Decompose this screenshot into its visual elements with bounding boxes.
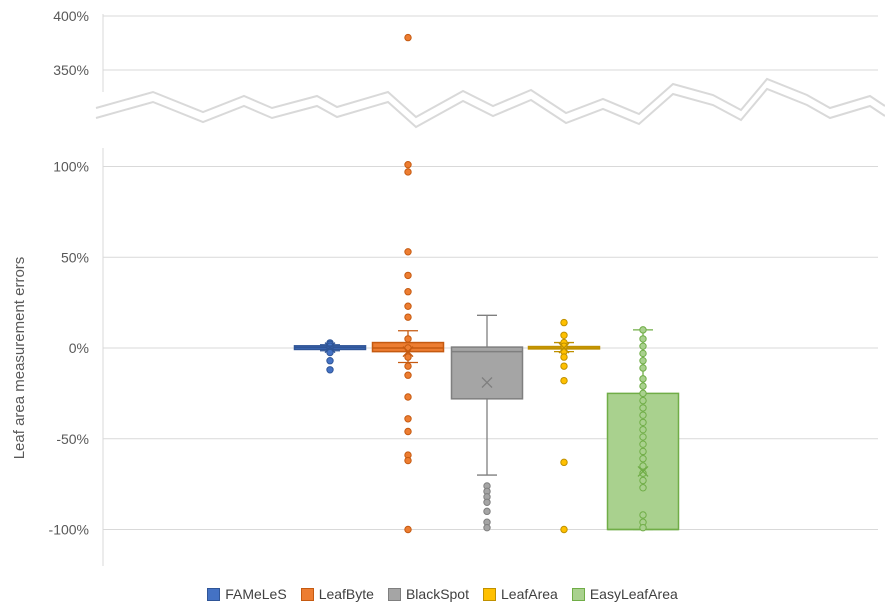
y-tick-label: 100% — [53, 159, 89, 175]
data-point — [483, 507, 491, 516]
data-point — [326, 366, 334, 374]
data-point — [483, 523, 491, 532]
data-point — [404, 525, 412, 534]
data-point — [639, 484, 647, 492]
legend-swatch — [483, 587, 496, 601]
mean-marker — [558, 342, 570, 354]
y-tick-label: 350% — [53, 62, 89, 78]
legend-swatch — [207, 587, 221, 601]
box-leafarea — [527, 318, 601, 534]
data-point — [639, 462, 647, 470]
data-point — [483, 498, 491, 506]
data-point — [639, 364, 647, 372]
legend: FAMeLeS LeafByte BlackSpot LeafArea EasyLeaf… — [0, 586, 885, 602]
data-point — [639, 469, 647, 477]
data-point — [639, 357, 647, 365]
data-point — [404, 371, 412, 379]
legend-swatch — [300, 587, 314, 601]
data-point — [404, 160, 412, 169]
data-point — [326, 348, 334, 357]
data-point — [404, 248, 412, 256]
data-point — [639, 404, 647, 412]
mean-marker — [481, 377, 493, 388]
data-point — [404, 302, 412, 310]
data-point — [404, 335, 412, 343]
box-easyleafarea — [606, 326, 680, 532]
data-point — [404, 271, 412, 280]
legend-swatch — [571, 587, 585, 601]
axis-break-line-top — [95, 77, 885, 119]
box-blackspot — [450, 314, 524, 532]
data-point — [639, 342, 647, 350]
data-point — [639, 349, 647, 358]
data-point — [560, 376, 568, 385]
data-point — [404, 427, 412, 436]
data-point — [560, 362, 568, 370]
legend-item-easyleafarea: EasyLeafArea — [571, 586, 678, 602]
data-point — [639, 476, 647, 485]
data-point — [560, 458, 568, 467]
box-leafbyte — [371, 33, 445, 534]
data-point — [560, 525, 568, 534]
data-point — [639, 382, 647, 390]
mean-marker — [402, 346, 414, 358]
data-point — [639, 433, 647, 441]
data-point — [639, 411, 647, 419]
data-point — [560, 353, 568, 361]
data-point — [404, 33, 412, 42]
gridlines — [102, 14, 878, 566]
axis-break-line-bottom — [95, 87, 885, 129]
data-point — [404, 393, 412, 401]
y-axis-label: Leaf area measurement errors — [11, 257, 28, 460]
legend-swatch — [387, 587, 401, 601]
legend-item-blackspot: BlackSpot — [387, 586, 469, 602]
data-point — [326, 357, 334, 365]
data-point — [639, 440, 647, 448]
mean-marker — [637, 465, 649, 477]
box-series — [293, 33, 680, 534]
y-tick-label: 0% — [69, 340, 89, 356]
y-tick-label: 50% — [61, 249, 89, 265]
data-point — [639, 326, 647, 334]
data-point — [639, 455, 647, 463]
data-point — [560, 331, 568, 339]
y-tick-label: 400% — [53, 8, 89, 24]
data-point — [404, 456, 412, 465]
y-tick-label: -50% — [56, 431, 89, 447]
data-point — [639, 418, 647, 427]
data-point — [639, 396, 647, 405]
legend-label: BlackSpot — [405, 586, 469, 602]
data-point — [560, 318, 568, 327]
y-axis-ticks: 400% 350% 100% 50% 0% -50% -100% — [49, 8, 89, 538]
legend-label: LeafByte — [318, 586, 374, 602]
legend-label: EasyLeafArea — [589, 586, 678, 602]
data-point — [639, 389, 647, 398]
legend-label: FAMeLeS — [225, 586, 287, 602]
legend-item-fameles: FAMeLeS — [207, 586, 287, 602]
data-point — [404, 313, 412, 321]
legend-item-leafarea: LeafArea — [483, 586, 558, 602]
data-point — [404, 168, 412, 176]
data-point — [639, 523, 647, 532]
legend-label: LeafArea — [501, 586, 558, 602]
box — [450, 346, 524, 400]
data-point — [639, 425, 647, 434]
mean-marker — [324, 342, 336, 354]
y-tick-label: -100% — [49, 522, 89, 538]
axis-break — [95, 77, 885, 129]
box-fameles — [293, 339, 367, 374]
data-point — [404, 288, 412, 296]
data-point — [639, 375, 647, 383]
data-point — [404, 415, 412, 423]
data-point — [639, 335, 647, 343]
data-point — [639, 511, 647, 519]
data-point — [404, 362, 412, 370]
data-point — [639, 447, 647, 456]
data-point — [404, 353, 412, 361]
legend-item-leafbyte: LeafByte — [300, 586, 374, 602]
